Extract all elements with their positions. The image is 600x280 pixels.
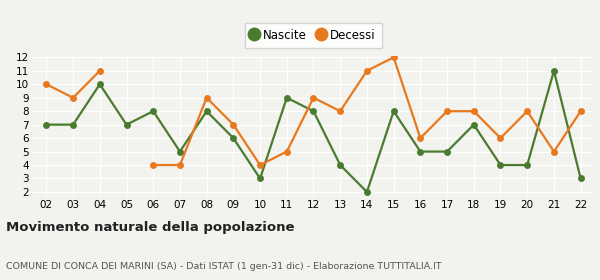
Nascite <box>497 163 504 167</box>
Line: Nascite: Nascite <box>43 67 584 195</box>
Decessi <box>524 109 531 113</box>
Decessi <box>310 96 317 99</box>
Decessi <box>337 109 344 113</box>
Nascite <box>149 109 157 113</box>
Decessi <box>256 163 263 167</box>
Decessi <box>96 69 103 73</box>
Decessi <box>70 96 77 99</box>
Nascite <box>550 69 557 73</box>
Decessi <box>497 136 504 140</box>
Nascite <box>470 123 478 126</box>
Decessi <box>417 136 424 140</box>
Decessi <box>364 69 371 73</box>
Nascite <box>524 163 531 167</box>
Nascite <box>256 177 263 180</box>
Nascite <box>310 109 317 113</box>
Nascite <box>43 123 50 126</box>
Legend: Nascite, Decessi: Nascite, Decessi <box>245 23 382 48</box>
Line: Decessi: Decessi <box>43 54 584 169</box>
Nascite <box>230 136 237 140</box>
Decessi <box>149 163 157 167</box>
Decessi <box>176 163 184 167</box>
Decessi <box>283 150 290 153</box>
Nascite <box>364 190 371 194</box>
Decessi <box>443 109 451 113</box>
Decessi <box>43 83 50 86</box>
Decessi <box>203 96 210 99</box>
Text: COMUNE DI CONCA DEI MARINI (SA) - Dati ISTAT (1 gen-31 dic) - Elaborazione TUTTI: COMUNE DI CONCA DEI MARINI (SA) - Dati I… <box>6 262 442 271</box>
Nascite <box>443 150 451 153</box>
Decessi <box>550 150 557 153</box>
Nascite <box>337 163 344 167</box>
Nascite <box>96 83 103 86</box>
Nascite <box>577 177 584 180</box>
Nascite <box>203 109 210 113</box>
Nascite <box>123 123 130 126</box>
Text: Movimento naturale della popolazione: Movimento naturale della popolazione <box>6 221 295 234</box>
Nascite <box>176 150 184 153</box>
Nascite <box>283 96 290 99</box>
Decessi <box>390 56 397 59</box>
Nascite <box>390 109 397 113</box>
Decessi <box>470 109 478 113</box>
Decessi <box>230 123 237 126</box>
Nascite <box>70 123 77 126</box>
Nascite <box>417 150 424 153</box>
Decessi <box>577 109 584 113</box>
